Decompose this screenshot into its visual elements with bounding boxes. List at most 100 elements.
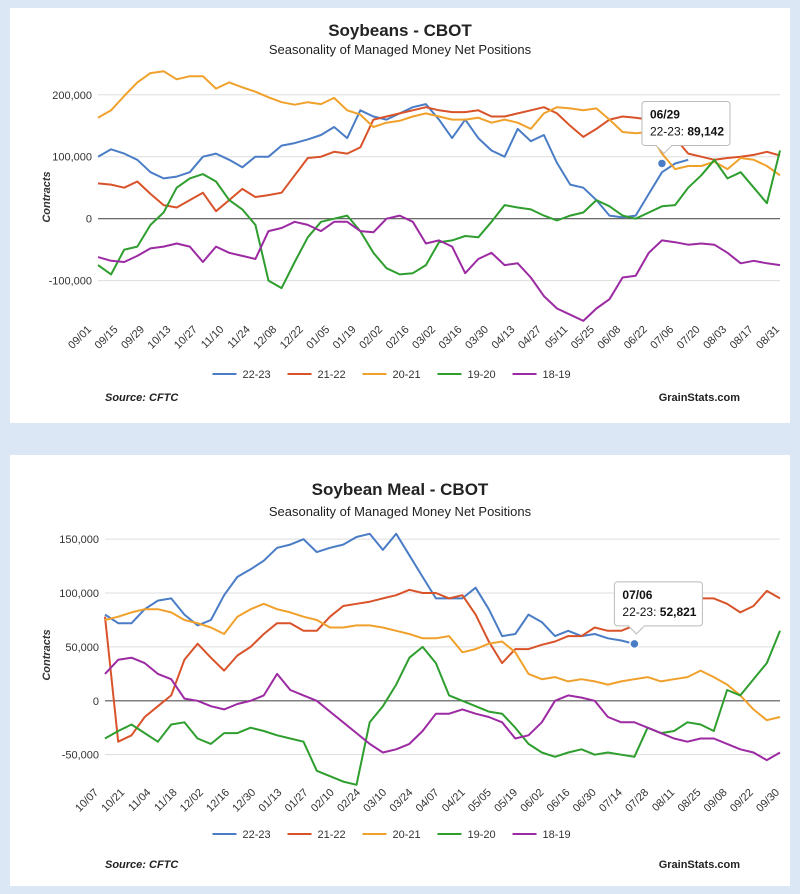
y-axis-label: Contracts <box>41 171 53 222</box>
x-tick-label: 01/27 <box>283 787 311 815</box>
legend-label: 21-22 <box>318 829 346 841</box>
legend-label: 19-20 <box>468 369 496 381</box>
series-line-19-20[interactable] <box>97 150 781 290</box>
credit: GrainStats.com <box>659 392 741 404</box>
legend-label: 21-22 <box>318 369 346 381</box>
tooltip-box <box>641 100 731 146</box>
x-tick-label: 10/21 <box>99 787 127 815</box>
x-tick-label: 07/20 <box>675 324 703 352</box>
chart-subtitle: Seasonality of Managed Money Net Positio… <box>269 42 532 57</box>
x-tick-label: 09/29 <box>119 324 147 352</box>
tooltip-date: 06/29 <box>650 107 680 121</box>
soybean-meal-chart: Soybean Meal - CBOT Seasonality of Manage… <box>41 480 782 871</box>
x-tick-label: 11/04 <box>126 787 153 814</box>
tooltip-date: 07/06 <box>622 588 652 602</box>
tooltip-box <box>613 581 703 627</box>
x-tick-label: 04/13 <box>490 324 518 352</box>
y-tick-label: -100,000 <box>49 276 92 288</box>
x-tick-label: 01/13 <box>257 787 285 815</box>
series-line-18-19[interactable] <box>97 214 781 322</box>
x-tick-label: 08/17 <box>728 324 756 352</box>
y-tick-label: 150,000 <box>59 534 99 546</box>
y-tick-label: 100,000 <box>59 588 99 600</box>
x-tick-label: 01/19 <box>331 324 359 352</box>
legend-item-20-21[interactable]: 20-21 <box>362 369 421 381</box>
tooltip-pointer <box>628 625 645 635</box>
legend-label: 19-20 <box>468 829 496 841</box>
soybean-meal-chart-panel: Soybean Meal - CBOT Seasonality of Manage… <box>10 455 790 886</box>
series-line-22-23[interactable] <box>97 103 689 219</box>
x-tick-label: 02/10 <box>309 787 337 815</box>
y-tick-label: 200,000 <box>52 90 92 102</box>
legend-item-22-23[interactable]: 22-23 <box>212 369 271 381</box>
chart-title: Soybean Meal - CBOT <box>312 480 489 499</box>
tooltip-series: 22-23: 52,821 <box>622 605 696 619</box>
series-line-19-20[interactable] <box>104 630 781 786</box>
x-tick-label: 05/25 <box>569 324 597 352</box>
tooltip-point[interactable] <box>656 158 668 169</box>
x-tick-label: 05/05 <box>466 787 494 815</box>
source-note: Source: CFTC <box>105 859 179 871</box>
legend-item-19-20[interactable]: 19-20 <box>437 829 496 841</box>
legend-item-22-23[interactable]: 22-23 <box>212 829 271 841</box>
x-tick-label: 05/11 <box>543 324 570 351</box>
series-line-20-21[interactable] <box>97 70 781 177</box>
tooltip-series: 22-23: 89,142 <box>650 124 724 138</box>
x-tick-label: 06/08 <box>595 324 623 352</box>
tooltip-value: 89,142 <box>687 124 724 138</box>
x-tick-label: 12/08 <box>251 324 279 352</box>
x-tick-label: 07/28 <box>623 787 651 815</box>
y-tick-label: 0 <box>93 696 99 708</box>
x-tick-label: 09/15 <box>93 324 121 352</box>
x-tick-label: 04/21 <box>440 787 468 815</box>
legend-item-21-22[interactable]: 21-22 <box>287 369 346 381</box>
legend-item-18-19[interactable]: 18-19 <box>512 829 571 841</box>
x-tick-label: 03/30 <box>463 324 491 352</box>
x-tick-label: 12/02 <box>178 787 206 815</box>
legend-label: 18-19 <box>543 829 571 841</box>
x-tick-label: 12/22 <box>278 324 306 352</box>
y-tick-label: 0 <box>86 214 92 226</box>
legend-item-19-20[interactable]: 19-20 <box>437 369 496 381</box>
x-tick-label: 03/24 <box>387 787 415 815</box>
x-tick-label: 02/16 <box>384 324 412 352</box>
legend-label: 20-21 <box>393 829 421 841</box>
y-tick-label: -50,000 <box>62 750 99 762</box>
x-tick-label: 09/08 <box>702 787 730 815</box>
x-tick-label: 11/10 <box>199 324 226 351</box>
x-tick-label: 07/14 <box>597 787 625 815</box>
x-tick-label: 08/25 <box>676 787 704 815</box>
x-tick-label: 08/03 <box>701 324 729 352</box>
x-tick-label: 10/13 <box>146 324 174 352</box>
x-tick-label: 07/06 <box>648 324 676 352</box>
x-tick-label: 10/27 <box>172 324 200 352</box>
x-tick-label: 03/02 <box>410 324 438 352</box>
y-tick-label: 100,000 <box>52 152 92 164</box>
x-tick-label: 05/19 <box>492 787 520 815</box>
x-tick-label: 06/02 <box>518 787 546 815</box>
series-line-20-21[interactable] <box>104 602 781 722</box>
legend-item-21-22[interactable]: 21-22 <box>287 829 346 841</box>
x-tick-label: 01/05 <box>304 324 332 352</box>
x-tick-label: 04/07 <box>414 787 442 815</box>
y-axis-label: Contracts <box>41 629 53 680</box>
chart-subtitle: Seasonality of Managed Money Net Positio… <box>269 504 532 519</box>
x-tick-label: 10/07 <box>73 787 101 815</box>
tooltip-point[interactable] <box>629 638 640 650</box>
legend-item-18-19[interactable]: 18-19 <box>512 369 571 381</box>
x-tick-label: 12/16 <box>204 787 232 815</box>
x-tick-label: 02/24 <box>335 787 363 815</box>
legend-label: 20-21 <box>393 369 421 381</box>
legend-label: 22-23 <box>243 829 271 841</box>
y-tick-label: 50,000 <box>65 642 99 654</box>
legend-label: 18-19 <box>543 369 571 381</box>
credit: GrainStats.com <box>659 859 741 871</box>
tooltip-value: 52,821 <box>660 605 697 619</box>
tooltip-pointer <box>655 145 673 155</box>
series-line-22-23[interactable] <box>104 532 635 645</box>
x-tick-label: 08/31 <box>754 324 782 352</box>
x-tick-label: 11/18 <box>152 787 179 814</box>
x-tick-label: 03/16 <box>437 324 465 352</box>
series-line-18-19[interactable] <box>104 656 781 762</box>
legend-item-20-21[interactable]: 20-21 <box>362 829 421 841</box>
